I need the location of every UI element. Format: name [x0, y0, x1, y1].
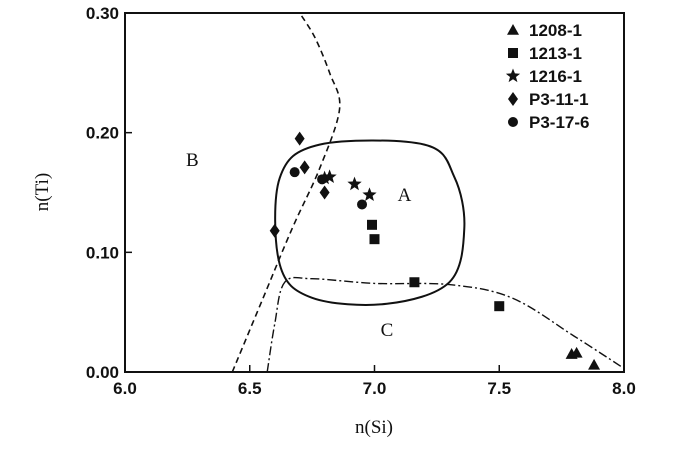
- legend-label: 1213-1: [529, 44, 582, 63]
- y-tick-label: 0.20: [86, 124, 119, 143]
- field-a-outline: [274, 139, 466, 306]
- data-point-star: [322, 169, 337, 183]
- legend-marker-star: [505, 68, 521, 83]
- data-point-square: [409, 277, 420, 288]
- data-point-triangle: [588, 358, 601, 370]
- legend: 1208-1 1213-1 1216-1 P3-11-1 P3-17-6: [505, 21, 589, 132]
- x-tick-label: 6.5: [238, 379, 262, 398]
- data-point-square: [494, 301, 505, 312]
- axis-ticks: 6.0 6.5 7.0 7.5 8.0 0.00 0.10 0.20 0.30: [86, 4, 636, 398]
- y-axis-label: n(Ti): [32, 173, 53, 211]
- data-point-circle: [357, 199, 368, 210]
- data-point-circle: [289, 167, 300, 178]
- y-tick-label: 0.30: [86, 4, 119, 23]
- data-point-diamond: [294, 131, 305, 146]
- legend-label: 1216-1: [529, 67, 582, 86]
- data-points: [269, 131, 601, 370]
- data-point-diamond: [269, 223, 280, 238]
- region-label-a: A: [398, 185, 412, 206]
- dashdot-boundary-line: [266, 276, 625, 373]
- data-point-star: [347, 176, 362, 191]
- x-tick-label: 7.0: [363, 379, 387, 398]
- x-tick-label: 7.5: [487, 379, 511, 398]
- legend-marker-triangle: [507, 24, 519, 35]
- x-axis-label: n(Si): [355, 417, 393, 438]
- x-tick-label: 6.0: [113, 379, 137, 398]
- region-labels: A B C: [186, 150, 412, 341]
- region-label-c: C: [381, 320, 394, 341]
- legend-marker-circle: [508, 117, 518, 127]
- data-point-circle: [317, 174, 328, 185]
- legend-label: P3-17-6: [529, 113, 589, 132]
- y-tick-label: 0.00: [86, 363, 119, 382]
- legend-label: 1208-1: [529, 21, 582, 40]
- data-point-diamond: [319, 185, 330, 200]
- legend-marker-square: [508, 48, 518, 58]
- boundary-lines: [231, 12, 625, 373]
- data-point-square: [369, 234, 380, 245]
- x-tick-label: 8.0: [612, 379, 636, 398]
- data-point-diamond: [299, 160, 310, 175]
- dashed-boundary-line: [231, 12, 341, 373]
- region-label-b: B: [186, 150, 199, 171]
- y-tick-label: 0.10: [86, 243, 119, 262]
- data-point-star: [362, 187, 377, 201]
- legend-label: P3-11-1: [529, 90, 589, 109]
- data-point-triangle: [570, 346, 583, 358]
- legend-marker-diamond: [508, 92, 518, 106]
- data-point-square: [367, 219, 378, 230]
